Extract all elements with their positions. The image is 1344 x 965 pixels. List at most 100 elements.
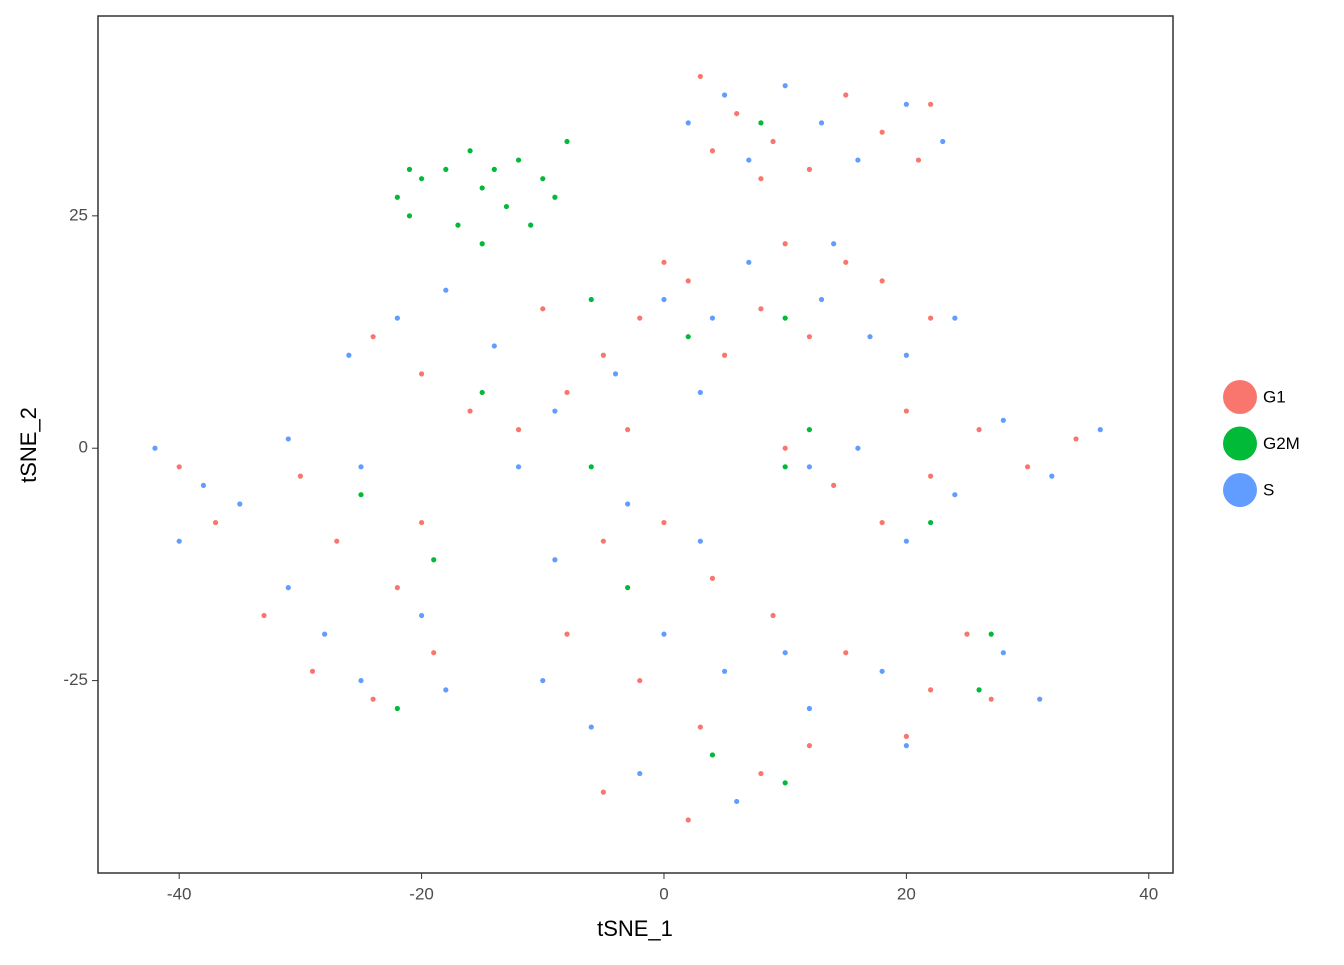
legend-swatch xyxy=(1223,426,1257,461)
point xyxy=(418,519,425,526)
point xyxy=(394,315,400,321)
point xyxy=(261,612,267,619)
point xyxy=(540,677,546,684)
point xyxy=(782,83,788,89)
point xyxy=(443,287,449,293)
point xyxy=(552,557,558,563)
point xyxy=(406,166,413,172)
point xyxy=(600,538,606,544)
point xyxy=(334,538,340,544)
point xyxy=(928,519,934,526)
point xyxy=(903,101,909,107)
point xyxy=(843,259,849,265)
point xyxy=(709,575,716,581)
point xyxy=(976,427,982,433)
point xyxy=(721,352,728,358)
point xyxy=(176,464,182,470)
point xyxy=(697,538,703,544)
point xyxy=(758,306,764,312)
point xyxy=(394,194,400,200)
point xyxy=(806,334,813,340)
point xyxy=(928,473,934,479)
point xyxy=(831,241,837,247)
point xyxy=(1097,427,1103,433)
point xyxy=(818,296,825,303)
point xyxy=(806,705,813,712)
point xyxy=(528,222,534,228)
point xyxy=(588,464,594,470)
point xyxy=(903,352,909,358)
point xyxy=(709,315,716,321)
point xyxy=(806,464,813,470)
point xyxy=(479,389,485,396)
point xyxy=(322,631,328,637)
point xyxy=(758,770,764,777)
point xyxy=(697,389,703,396)
point xyxy=(540,306,546,312)
point xyxy=(285,585,291,591)
point xyxy=(431,650,437,656)
point xyxy=(176,538,182,544)
point xyxy=(358,677,364,684)
point xyxy=(1024,464,1031,470)
point xyxy=(637,315,643,321)
point xyxy=(709,148,716,154)
point xyxy=(467,148,473,154)
y-axis-label: tSNE_2 xyxy=(16,407,41,483)
point xyxy=(879,519,885,526)
point xyxy=(600,789,606,795)
point xyxy=(588,724,594,730)
point xyxy=(782,650,788,656)
x-tick-label: -20 xyxy=(409,884,434,903)
point xyxy=(903,733,909,739)
point xyxy=(685,817,691,823)
point xyxy=(867,334,873,340)
point xyxy=(915,157,922,163)
y-tick-label: 0 xyxy=(79,438,88,457)
point xyxy=(697,73,703,80)
point xyxy=(394,705,400,712)
point xyxy=(479,241,485,247)
point xyxy=(952,315,958,321)
point xyxy=(855,445,861,451)
point xyxy=(237,501,243,507)
point xyxy=(588,296,594,303)
point xyxy=(685,278,691,284)
point xyxy=(831,482,837,488)
point xyxy=(818,120,825,126)
point xyxy=(879,129,885,135)
point xyxy=(515,427,522,433)
point xyxy=(625,585,631,591)
point xyxy=(212,519,219,526)
point xyxy=(491,166,497,172)
point xyxy=(746,157,752,163)
point xyxy=(515,157,522,163)
point xyxy=(782,445,788,451)
point xyxy=(612,371,619,377)
legend-swatch xyxy=(1223,473,1257,507)
panel xyxy=(97,15,1174,874)
point xyxy=(661,631,667,637)
point xyxy=(564,138,570,145)
point xyxy=(928,101,934,107)
point xyxy=(418,371,425,377)
x-tick-label: 20 xyxy=(897,884,916,903)
point xyxy=(552,194,558,200)
point xyxy=(1049,473,1055,479)
point xyxy=(734,798,740,805)
point xyxy=(152,445,158,451)
point xyxy=(467,408,473,414)
point xyxy=(806,743,813,749)
point xyxy=(697,724,703,730)
x-tick-label: -40 xyxy=(167,884,192,903)
point xyxy=(491,343,497,349)
point xyxy=(976,687,982,693)
legend-label: G1 xyxy=(1263,387,1286,406)
point xyxy=(746,259,752,265)
y-tick-label: 25 xyxy=(69,205,88,224)
point xyxy=(843,650,849,656)
point xyxy=(782,241,788,247)
point xyxy=(879,278,885,284)
point xyxy=(758,176,764,182)
point xyxy=(552,408,558,414)
